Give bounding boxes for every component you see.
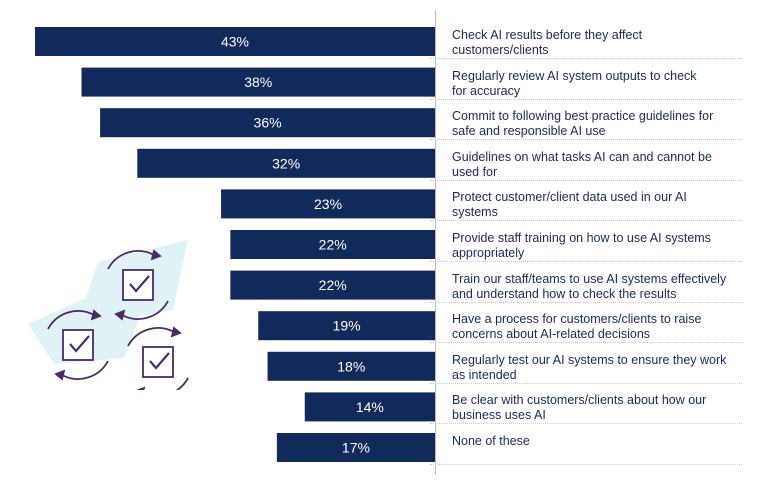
category-label-line: Provide staff training on how to use AI … [452,231,711,245]
checkbox-cycle-icon-top [107,249,169,321]
row-divider [430,464,742,465]
bar [258,311,435,341]
bar [230,270,435,300]
checklist-cycle-illustration [28,240,189,390]
category-label-line: Commit to following best practice guidel… [452,109,714,124]
category-label-line: Protect customer/client data used in our… [452,190,687,205]
category-label-line: Be clear with customers/clients about ho… [452,393,707,408]
category-label-line: as intended [452,367,517,382]
axis-line [435,10,436,475]
category-label: Provide staff training on how to use AI … [452,231,762,261]
category-label: Regularly review AI system outputs to ch… [452,69,762,99]
bar [35,27,435,56]
category-label-line: Guidelines on what tasks AI can and cann… [452,149,712,164]
row-divider [430,423,742,425]
category-label-line: customers/clients [452,43,549,57]
checkbox-cycle-icon-right [127,326,189,390]
category-label-line: used for [452,164,498,179]
category-label: Have a process for customers/clients to … [452,312,762,342]
bar [221,189,435,219]
bar-value-label: 32% [272,155,300,171]
bar [304,392,435,422]
category-label: Check AI results before they affect custo… [452,28,762,58]
category-label-line: None of these [452,434,530,448]
category-label-line: Regularly review AI system outputs to ch… [452,68,697,83]
bar [230,230,435,259]
category-label-line: and understand how to check the results [452,286,677,301]
category-label-line: for accuracy [452,83,521,98]
row-divider [430,98,742,100]
category-label-line: safe and responsible AI use [452,124,606,139]
category-label-line: Regularly test our AI systems to ensure … [452,352,727,367]
row-divider [430,220,742,222]
bar-value-label: 18% [337,358,365,374]
bar-value-label: 17% [342,440,370,456]
row-divider [430,139,742,141]
bar [100,108,436,138]
bar-value-label: 36% [254,115,282,131]
category-label-line: concerns about AI-related decisions [452,327,651,342]
checkbox-cycle-icon-left [47,309,109,381]
row-divider [430,58,742,59]
category-label: Protect customer/client data used in our… [452,190,762,220]
accent-shape [28,240,188,364]
category-label: Guidelines on what tasks AI can and cann… [452,150,762,180]
row-divider [430,382,742,384]
row-divider [430,301,742,303]
bar-value-label: 14% [356,399,384,415]
bar-value-label: 19% [333,318,361,334]
row-divider [430,261,742,262]
bar-value-label: 22% [319,237,347,253]
category-label-line: appropriately [452,246,525,260]
category-label: Be clear with customers/clients about ho… [452,393,762,423]
bar-value-label: 38% [244,74,272,90]
bar-value-label: 23% [314,196,342,212]
category-label-line: business uses AI [452,408,546,423]
bar [276,433,435,462]
bar [137,148,436,178]
category-label: Commit to following best practice guidel… [452,109,762,139]
bar [81,67,435,97]
category-label: None of these [452,434,762,449]
category-label-line: Train our staff/teams to use AI systems … [452,271,727,286]
category-label-line: systems [452,205,498,220]
row-divider [430,342,742,344]
category-label: Regularly test our AI systems to ensure … [452,353,762,383]
category-label: Train our staff/teams to use AI systems … [452,272,762,302]
category-label-line: Have a process for customers/clients to … [452,312,702,327]
category-label-line: Check AI results before they affect [452,28,643,42]
bar-value-label: 43% [221,34,249,50]
bar [267,351,435,381]
row-divider [430,179,742,181]
bar-value-label: 22% [319,277,347,293]
